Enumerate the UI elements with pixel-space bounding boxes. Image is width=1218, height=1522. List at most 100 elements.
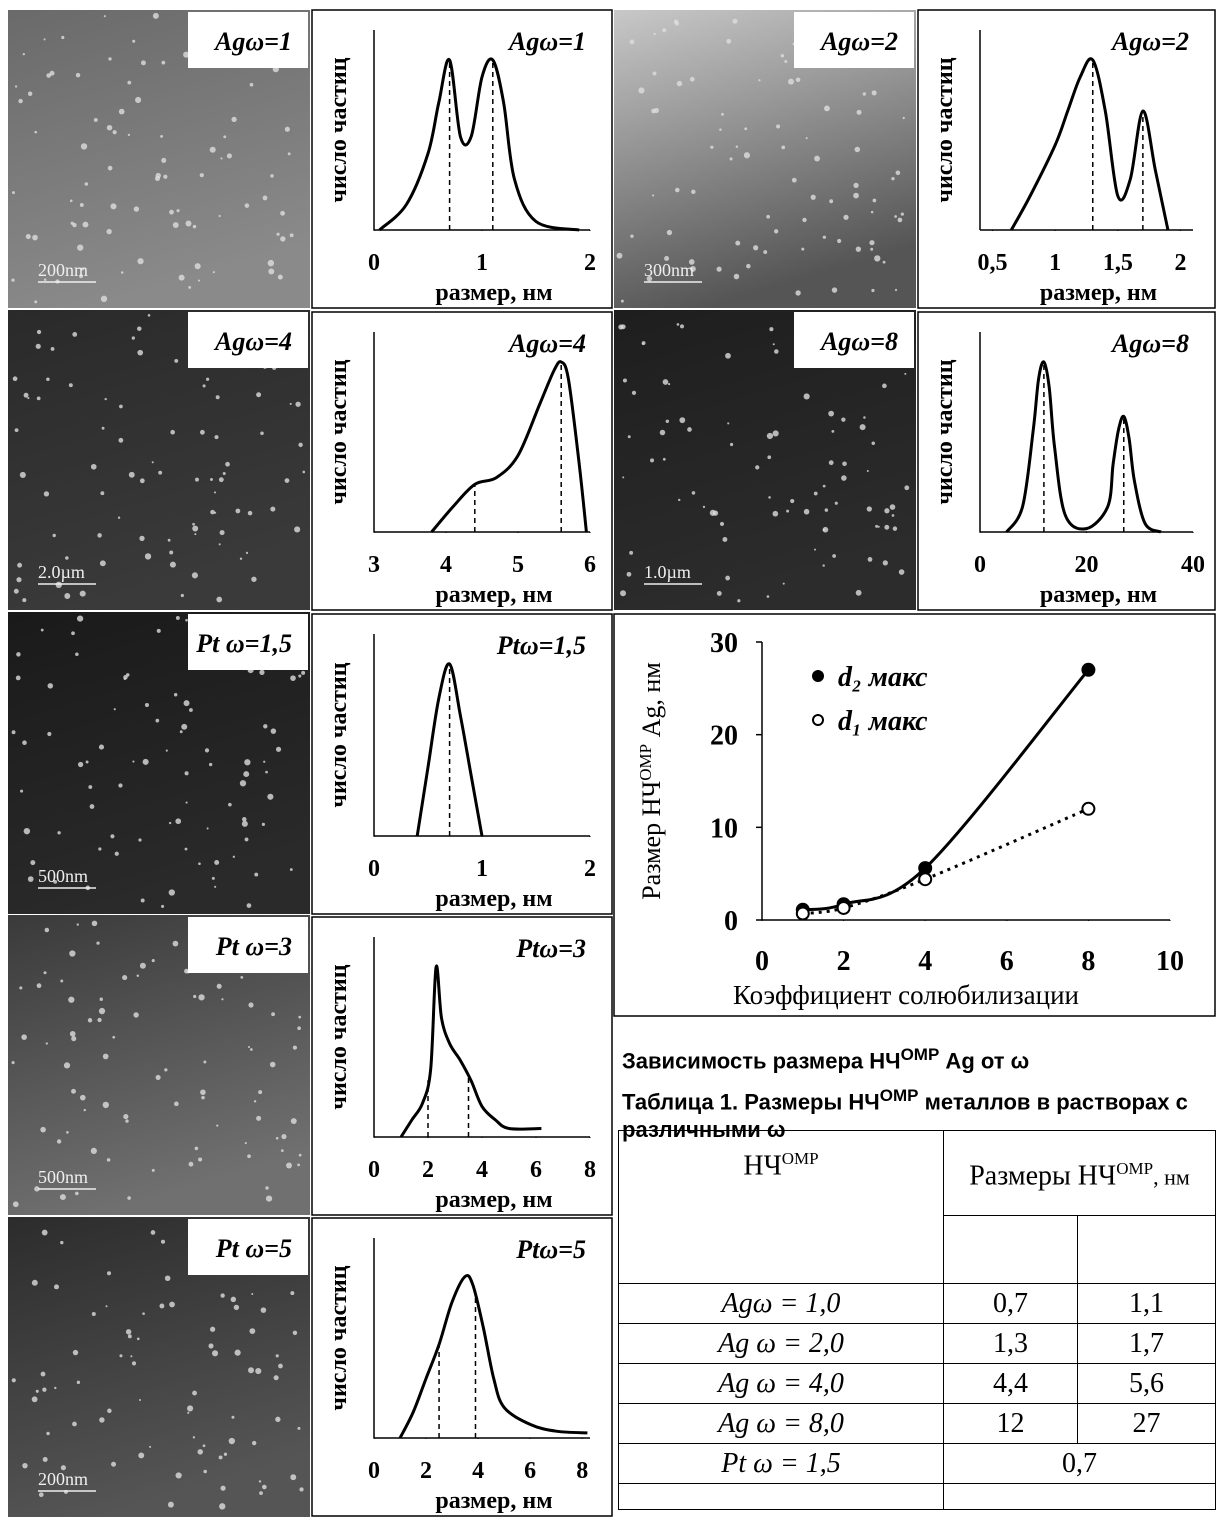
particle (894, 288, 898, 292)
particle (16, 577, 22, 583)
particle (200, 1089, 206, 1096)
particle (241, 820, 248, 827)
particle (248, 1367, 254, 1374)
particle (828, 410, 835, 417)
y-axis-label: число частиц (326, 1265, 352, 1410)
particle (716, 590, 722, 596)
particle (870, 247, 874, 251)
particle (83, 1108, 86, 1112)
particle (822, 564, 825, 567)
particle (267, 793, 274, 800)
cell-sup: ОМР (781, 1149, 819, 1168)
panel-frame (311, 1217, 613, 1517)
particle (210, 477, 213, 481)
particle (18, 98, 23, 104)
scale-bar-label: 500nm (38, 1167, 88, 1187)
x-tick-label: 40 (1181, 552, 1205, 578)
particle (230, 1296, 237, 1303)
particle (123, 1114, 129, 1120)
particle (135, 96, 142, 103)
x-axis-label: размер, нм (435, 1187, 552, 1213)
particle (20, 789, 24, 793)
particle (93, 118, 98, 122)
particle (27, 397, 30, 400)
particle (218, 543, 221, 546)
particle (52, 533, 56, 538)
particle (133, 1012, 139, 1018)
particle (781, 145, 786, 150)
particle (216, 1124, 219, 1127)
particle (188, 1161, 194, 1167)
particle (30, 860, 36, 866)
particle (261, 822, 265, 827)
particle (43, 491, 50, 497)
header-cell: НЧОМР (618, 1130, 944, 1284)
particle (161, 904, 165, 908)
label-box (188, 917, 308, 973)
particle (187, 1405, 194, 1412)
empty-cell (1077, 1215, 1216, 1284)
particle (790, 498, 795, 504)
particle (803, 393, 810, 400)
particle (168, 821, 172, 825)
particle (34, 130, 38, 134)
particle (221, 998, 224, 1001)
particle (822, 235, 827, 239)
particle (76, 923, 79, 926)
particle (248, 1002, 254, 1008)
particle (650, 458, 655, 463)
particle (772, 343, 775, 346)
y-tick-label: 30 (710, 628, 738, 659)
particle (784, 60, 788, 63)
particle (245, 551, 249, 555)
particle (27, 91, 33, 96)
particle (641, 341, 646, 345)
particle (275, 1416, 281, 1423)
particle (249, 82, 254, 87)
particle (35, 1389, 39, 1393)
particle (284, 478, 290, 483)
particle (746, 263, 751, 269)
particle (43, 278, 47, 281)
y-tick-label: 0 (724, 906, 738, 937)
particle (211, 876, 215, 880)
particle (22, 1462, 28, 1469)
particle (691, 491, 696, 495)
particle (882, 560, 888, 566)
particle (875, 524, 879, 528)
particle (133, 206, 140, 212)
particle (290, 1118, 297, 1125)
particle (251, 576, 257, 582)
particle (152, 12, 159, 19)
table-cell: Ag ω = 2,0 (618, 1323, 944, 1364)
particle (165, 749, 168, 752)
particle (271, 1012, 275, 1017)
particle (824, 105, 830, 112)
particle (222, 472, 226, 476)
particle (676, 80, 683, 87)
particle (71, 1088, 76, 1094)
particle (193, 994, 197, 999)
particle (882, 260, 886, 264)
particle (652, 71, 657, 76)
scale-bar-label: 1.0µm (644, 562, 691, 582)
particle (837, 238, 842, 244)
particle (194, 533, 197, 536)
particle (79, 274, 84, 279)
particle (98, 1007, 106, 1015)
particle (203, 1469, 207, 1474)
particle (242, 817, 247, 822)
particle (802, 217, 807, 223)
particle (104, 397, 107, 401)
particle (863, 416, 866, 419)
table-title-sup: ОМР (879, 1086, 919, 1105)
particle (258, 1090, 263, 1095)
particle (90, 1147, 97, 1154)
particle (118, 437, 124, 443)
particle (117, 516, 121, 519)
particle (290, 1291, 295, 1296)
particle (72, 1349, 79, 1356)
particle (267, 259, 275, 267)
trend-line (802, 807, 1089, 916)
particle (688, 259, 695, 265)
